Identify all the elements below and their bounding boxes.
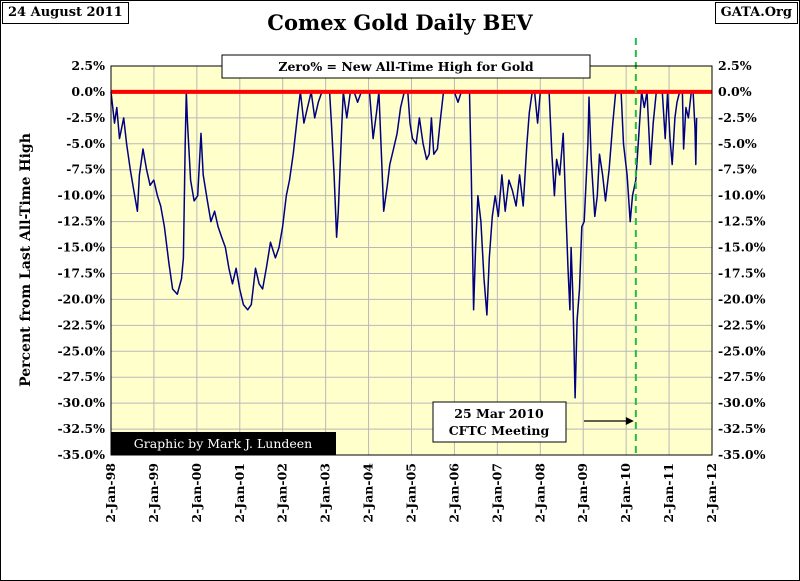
credit: Graphic by Mark J. Lundeen [111,432,336,455]
y-tick-label-left: 2.5% [71,58,105,73]
credit-text: Graphic by Mark J. Lundeen [134,436,313,451]
x-tick-label: 2-Jan-99 [146,463,161,523]
event-note-date: 25 Mar 2010 [454,406,544,421]
x-tick-label: 2-Jan-03 [318,463,333,523]
x-tick-label: 2-Jan-07 [489,463,504,523]
y-tick-label-right: 2.5% [718,58,752,73]
y-tick-label-left: -10.0% [57,188,105,203]
event-note-box [432,401,567,443]
x-ticks: 2-Jan-98 2-Jan-99 2-Jan-00 2-Jan-01 2-Jan-02… [103,463,719,523]
y-tick-label-right: -17.5% [718,265,766,280]
y-tick-label-left: -15.0% [57,240,105,255]
credit-box [111,432,336,455]
y-tick-label-right: -32.5% [718,421,766,436]
x-tick-label: 2-Jan-11 [661,463,676,523]
event-note: 25 Mar 2010 CFTC Meeting [432,401,634,443]
y-tick-label-left: -25.0% [57,343,105,358]
y-tick-label-left: -27.5% [57,369,105,384]
y-tick-label-right: -25.0% [718,343,766,358]
x-tick-label: 2-Jan-12 [704,463,719,523]
y-tick-label-right: -35.0% [718,447,766,462]
x-tick-label: 2-Jan-04 [361,463,376,523]
y-tick-label-right: -2.5% [718,110,757,125]
y-tick-label-left: 0.0% [71,84,105,99]
y-tick-label-left: -7.5% [66,162,105,177]
x-tick-label: 2-Jan-09 [575,463,590,523]
zero-note: Zero% = New All-Time High for Gold [221,54,591,79]
zero-note-text: Zero% = New All-Time High for Gold [278,59,534,74]
x-tick-label: 2-Jan-06 [446,463,461,523]
chart-title: Comex Gold Daily BEV [267,10,533,35]
source-label: GATA.Org [714,2,798,24]
y-tick-label-left: -32.5% [57,421,105,436]
y-tick-label-right: -10.0% [718,188,766,203]
y-tick-label-right: -22.5% [718,317,766,332]
y-tick-label-left: -35.0% [57,447,105,462]
y-tick-label-left: -30.0% [57,395,105,410]
event-note-title: CFTC Meeting [449,423,550,438]
y-tick-label-left: -12.5% [57,214,105,229]
y-tick-label-left: -2.5% [66,110,105,125]
x-tick-label: 2-Jan-10 [618,463,633,523]
y-tick-label-left: -22.5% [57,317,105,332]
y-tick-label-left: -17.5% [57,265,105,280]
x-tick-label: 2-Jan-08 [532,463,547,523]
x-tick-label: 2-Jan-05 [404,463,419,523]
y-tick-label-right: -30.0% [718,395,766,410]
y-tick-label-right: -5.0% [718,136,757,151]
date-label: 24 August 2011 [2,2,129,24]
x-tick-label: 2-Jan-00 [189,463,204,523]
x-tick-label: 2-Jan-98 [103,463,118,523]
x-tick-label: 2-Jan-02 [275,463,290,523]
y-tick-label-right: -20.0% [718,291,766,306]
y-tick-label-right: -12.5% [718,214,766,229]
y-tick-label-right: -7.5% [718,162,757,177]
y-tick-label-right: 0.0% [718,84,752,99]
y-ticks-right: 2.5% 0.0% -2.5% -5.0% -7.5% -10.0% -12.5% -15.0… [718,58,766,462]
x-tick-label: 2-Jan-01 [232,463,247,523]
y-ticks-left: 2.5% 0.0% -2.5% -5.0% -7.5% -10.0% -12.5% -15.0… [57,58,105,462]
event-arrowhead [625,417,634,425]
y-tick-label-left: -5.0% [66,136,105,151]
y-tick-label-right: -27.5% [718,369,766,384]
zero-note-box [221,54,591,79]
y-tick-label-left: -20.0% [57,291,105,306]
y-tick-label-right: -15.0% [718,240,766,255]
